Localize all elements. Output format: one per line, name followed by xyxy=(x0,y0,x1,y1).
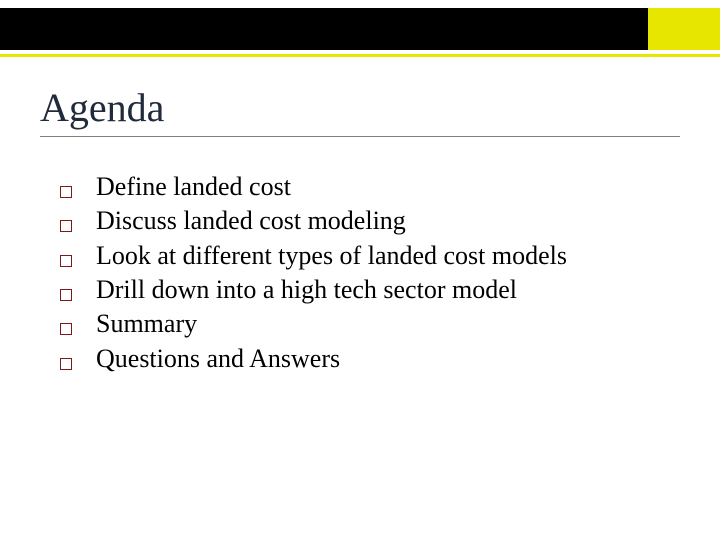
list-item: Look at different types of landed cost m… xyxy=(60,239,680,273)
list-item: Define landed cost xyxy=(60,170,680,204)
list-item-text: Summary xyxy=(96,307,680,341)
top-bar xyxy=(0,8,720,50)
list-item: Questions and Answers xyxy=(60,342,680,376)
list-item-text: Look at different types of landed cost m… xyxy=(96,239,680,273)
hollow-square-icon xyxy=(60,255,72,267)
hollow-square-icon xyxy=(60,289,72,301)
list-item-text: Discuss landed cost modeling xyxy=(96,204,680,238)
top-bar-black xyxy=(0,8,648,50)
list-item-text: Questions and Answers xyxy=(96,342,680,376)
hollow-square-icon xyxy=(60,323,72,335)
slide: Agenda Define landed cost Discuss landed… xyxy=(0,0,720,540)
body-block: Define landed cost Discuss landed cost m… xyxy=(60,170,680,376)
agenda-list: Define landed cost Discuss landed cost m… xyxy=(60,170,680,376)
hollow-square-icon xyxy=(60,220,72,232)
slide-title: Agenda xyxy=(40,86,680,130)
list-item-text: Define landed cost xyxy=(96,170,680,204)
list-item: Drill down into a high tech sector model xyxy=(60,273,680,307)
list-item: Discuss landed cost modeling xyxy=(60,204,680,238)
top-bar-accent xyxy=(648,8,720,50)
list-item: Summary xyxy=(60,307,680,341)
title-underline xyxy=(40,136,680,137)
hollow-square-icon xyxy=(60,358,72,370)
title-block: Agenda xyxy=(40,86,680,137)
hollow-square-icon xyxy=(60,186,72,198)
list-item-text: Drill down into a high tech sector model xyxy=(96,273,680,307)
accent-rule xyxy=(0,54,720,57)
